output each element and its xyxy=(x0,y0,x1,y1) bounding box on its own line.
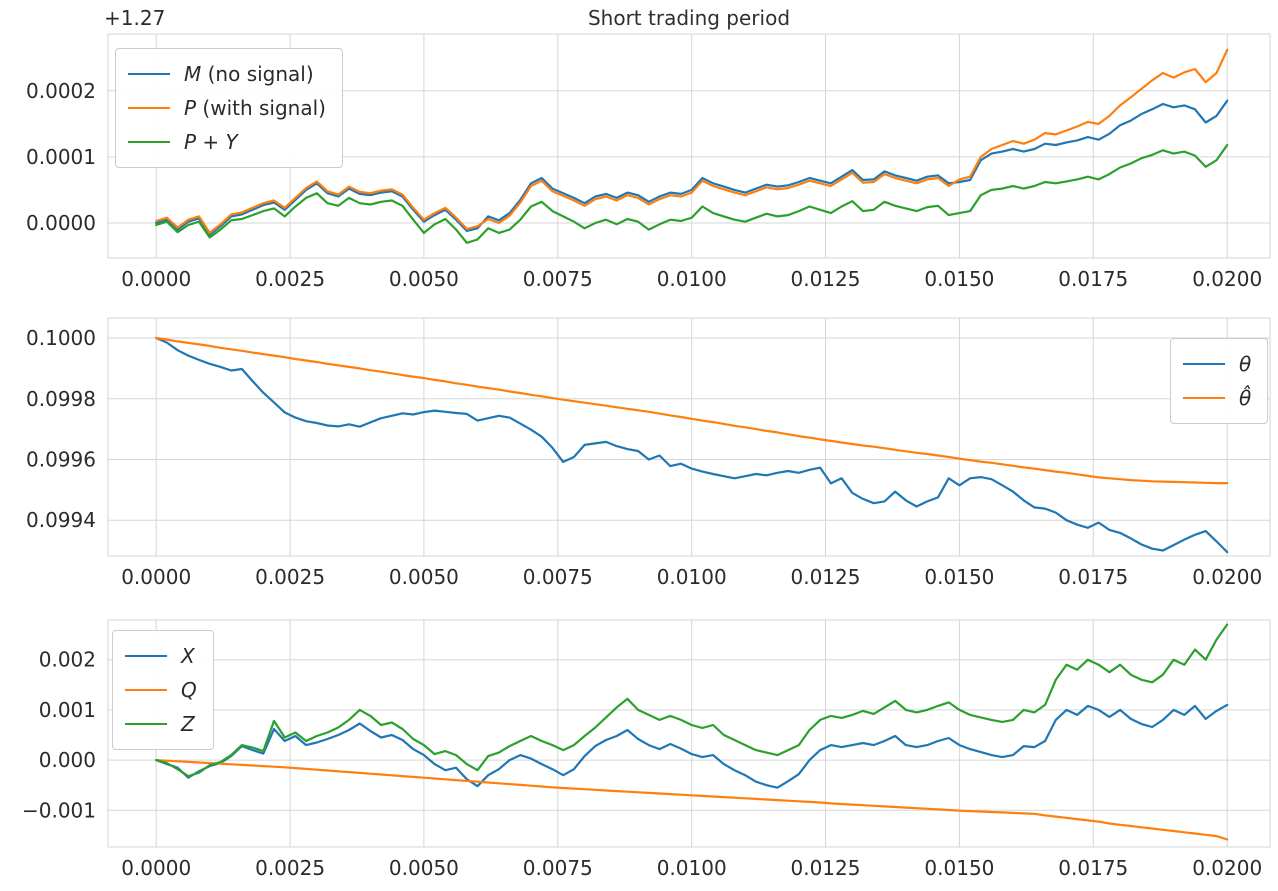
y-axis-offset-label: +1.27 xyxy=(104,6,166,30)
legend-entry: Q xyxy=(125,673,197,707)
x-tick-label: 0.0000 xyxy=(121,267,191,291)
legend-entry: θ̂ xyxy=(1183,381,1251,415)
x-tick-label: 0.0025 xyxy=(255,267,325,291)
x-tick-label: 0.0100 xyxy=(657,856,727,880)
x-tick-label: 0.0075 xyxy=(523,565,593,589)
series-P + Y xyxy=(155,143,1229,244)
y-tick-label: 0.001 xyxy=(39,698,96,722)
legend-line-swatch xyxy=(128,141,170,143)
x-tick-label: 0.0200 xyxy=(1192,565,1262,589)
legend-line-swatch xyxy=(128,73,170,75)
legend-line-swatch xyxy=(125,723,167,725)
series-M (no signal) xyxy=(155,99,1229,236)
legend-label: Z xyxy=(181,712,195,736)
x-tick-label: 0.0050 xyxy=(389,565,459,589)
series-θ xyxy=(155,336,1229,554)
inventory-chart: 0.0000 0.0025 0.0050 0.0075 0.0100 0.0125 0.01… xyxy=(22,619,1271,880)
x-tick-label: 0.0025 xyxy=(255,565,325,589)
x-tick-label: 0.0000 xyxy=(121,565,191,589)
series-X xyxy=(155,703,1229,789)
x-tick-label: 0.0125 xyxy=(791,565,861,589)
y-tick-label: 0.000 xyxy=(39,748,96,772)
x-tick-label: 0.0150 xyxy=(924,565,994,589)
x-tick-label: 0.0150 xyxy=(924,856,994,880)
x-tick-label: 0.0000 xyxy=(121,856,191,880)
x-tick-label: 0.0025 xyxy=(255,856,325,880)
series-θ̂ xyxy=(155,336,1229,485)
x-tick-label: 0.0175 xyxy=(1058,856,1128,880)
legend-label: P (with signal) xyxy=(184,96,326,120)
legend-theta-chart: θ θ̂ xyxy=(1170,338,1269,424)
legend-label: P + Y xyxy=(184,130,238,154)
x-tick-label: 0.0075 xyxy=(523,267,593,291)
legend-line-swatch xyxy=(1183,397,1225,399)
x-tick-label: 0.0100 xyxy=(657,267,727,291)
legend-line-swatch xyxy=(125,655,167,657)
legend-line-swatch xyxy=(125,689,167,691)
y-tick-label: 0.002 xyxy=(39,648,96,672)
y-tick-label: 0.0994 xyxy=(26,508,96,532)
y-tick-label: 0.0001 xyxy=(26,145,96,169)
y-tick-label: 0.0998 xyxy=(26,387,96,411)
legend-entry: Z xyxy=(125,707,197,741)
y-tick-label: 0.0002 xyxy=(26,79,96,103)
y-tick-label: 0.0000 xyxy=(26,211,96,235)
legend-entry: M (no signal) xyxy=(128,57,326,91)
series-P (with signal) xyxy=(155,48,1229,234)
x-tick-label: 0.0175 xyxy=(1058,267,1128,291)
legend-label: M (no signal) xyxy=(184,62,314,86)
legend-label: θ xyxy=(1239,352,1252,376)
legend-line-swatch xyxy=(128,107,170,109)
x-tick-label: 0.0100 xyxy=(657,565,727,589)
legend-label: X xyxy=(181,644,195,668)
axes-frame xyxy=(107,33,1271,259)
x-tick-label: 0.0075 xyxy=(523,856,593,880)
x-tick-label: 0.0050 xyxy=(389,856,459,880)
series-Z xyxy=(155,623,1229,778)
y-tick-label: −0.001 xyxy=(22,798,96,822)
x-tick-label: 0.0200 xyxy=(1192,267,1262,291)
series-Q xyxy=(155,758,1229,841)
x-tick-label: 0.0125 xyxy=(791,267,861,291)
axes-frame xyxy=(107,619,1271,848)
legend-label: θ̂ xyxy=(1239,386,1252,410)
x-tick-label: 0.0150 xyxy=(924,267,994,291)
x-tick-label: 0.0050 xyxy=(389,267,459,291)
legend-top-chart: M (no signal) P (with signal) P + Y xyxy=(115,48,343,168)
y-tick-label: 0.0996 xyxy=(26,448,96,472)
theta-chart: 0.0000 0.0025 0.0050 0.0075 0.0100 0.0125 0.01… xyxy=(26,317,1271,589)
legend-entry: P + Y xyxy=(128,125,326,159)
x-tick-label: 0.0125 xyxy=(791,856,861,880)
legend-label: Q xyxy=(181,678,197,702)
x-tick-label: 0.0200 xyxy=(1192,856,1262,880)
legend-line-swatch xyxy=(1183,363,1225,365)
x-tick-label: 0.0175 xyxy=(1058,565,1128,589)
legend-entry: θ xyxy=(1183,347,1251,381)
axes-frame xyxy=(107,317,1271,557)
chart-title: Short trading period xyxy=(587,6,791,30)
legend-entry: P (with signal) xyxy=(128,91,326,125)
y-tick-label: 0.1000 xyxy=(26,326,96,350)
legend-entry: X xyxy=(125,639,197,673)
